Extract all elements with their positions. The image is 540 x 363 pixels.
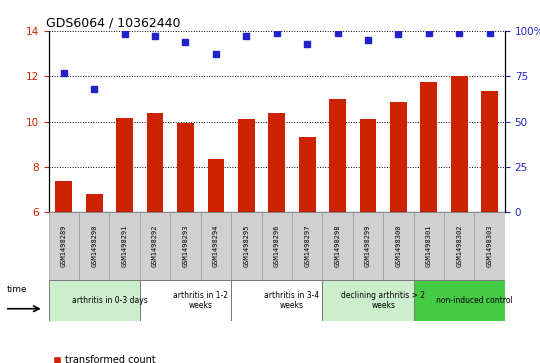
Bar: [444, 212, 475, 280]
Point: [212, 52, 220, 57]
Text: GSM1498303: GSM1498303: [487, 225, 492, 267]
Legend: transformed count, percentile rank within the sample: transformed count, percentile rank withi…: [53, 355, 230, 363]
Bar: [110, 212, 140, 280]
Text: declining arthritis > 2
weeks: declining arthritis > 2 weeks: [341, 291, 425, 310]
Bar: [329, 99, 346, 212]
Text: GSM1498294: GSM1498294: [213, 225, 219, 267]
Bar: [353, 212, 383, 280]
Text: GSM1498301: GSM1498301: [426, 225, 432, 267]
Bar: [451, 76, 468, 212]
Bar: [231, 280, 322, 321]
Bar: [322, 212, 353, 280]
Bar: [322, 280, 414, 321]
Bar: [49, 280, 140, 321]
Point: [333, 30, 342, 36]
Text: GSM1498300: GSM1498300: [395, 225, 401, 267]
Bar: [140, 212, 170, 280]
Point: [242, 33, 251, 39]
Bar: [292, 212, 322, 280]
Text: arthritis in 1-2
weeks: arthritis in 1-2 weeks: [173, 291, 228, 310]
Bar: [414, 212, 444, 280]
Bar: [421, 82, 437, 212]
Point: [59, 70, 68, 76]
Bar: [231, 212, 261, 280]
Bar: [49, 212, 79, 280]
Bar: [261, 212, 292, 280]
Bar: [390, 102, 407, 212]
Text: GSM1498297: GSM1498297: [304, 225, 310, 267]
Bar: [140, 280, 231, 321]
Text: arthritis in 3-4
weeks: arthritis in 3-4 weeks: [265, 291, 320, 310]
Text: GSM1498293: GSM1498293: [183, 225, 188, 267]
Bar: [147, 113, 164, 212]
Bar: [481, 91, 498, 212]
Point: [455, 30, 463, 36]
Point: [120, 32, 129, 37]
Point: [394, 32, 403, 37]
Point: [273, 30, 281, 36]
Text: non-induced control: non-induced control: [436, 296, 513, 305]
Bar: [86, 194, 103, 212]
Point: [151, 33, 159, 39]
Text: arthritis in 0-3 days: arthritis in 0-3 days: [72, 296, 147, 305]
Text: GSM1498291: GSM1498291: [122, 225, 127, 267]
Text: GDS6064 / 10362440: GDS6064 / 10362440: [46, 17, 181, 30]
Bar: [116, 118, 133, 212]
Point: [303, 41, 312, 46]
Bar: [238, 119, 255, 212]
Bar: [201, 212, 231, 280]
Text: GSM1498296: GSM1498296: [274, 225, 280, 267]
Text: GSM1498295: GSM1498295: [244, 225, 249, 267]
Bar: [383, 212, 414, 280]
Text: GSM1498298: GSM1498298: [335, 225, 341, 267]
Text: GSM1498299: GSM1498299: [365, 225, 371, 267]
Bar: [414, 280, 505, 321]
Bar: [79, 212, 110, 280]
Point: [364, 37, 373, 43]
Text: time: time: [7, 285, 28, 294]
Text: GSM1498302: GSM1498302: [456, 225, 462, 267]
Bar: [207, 159, 224, 212]
Point: [181, 39, 190, 45]
Bar: [170, 212, 201, 280]
Bar: [360, 119, 376, 212]
Bar: [177, 123, 194, 212]
Text: GSM1498289: GSM1498289: [61, 225, 67, 267]
Point: [485, 30, 494, 36]
Point: [90, 86, 99, 92]
Text: GSM1498292: GSM1498292: [152, 225, 158, 267]
Bar: [475, 212, 505, 280]
Bar: [56, 180, 72, 212]
Point: [424, 30, 433, 36]
Text: GSM1498290: GSM1498290: [91, 225, 97, 267]
Bar: [268, 113, 285, 212]
Bar: [299, 138, 315, 212]
